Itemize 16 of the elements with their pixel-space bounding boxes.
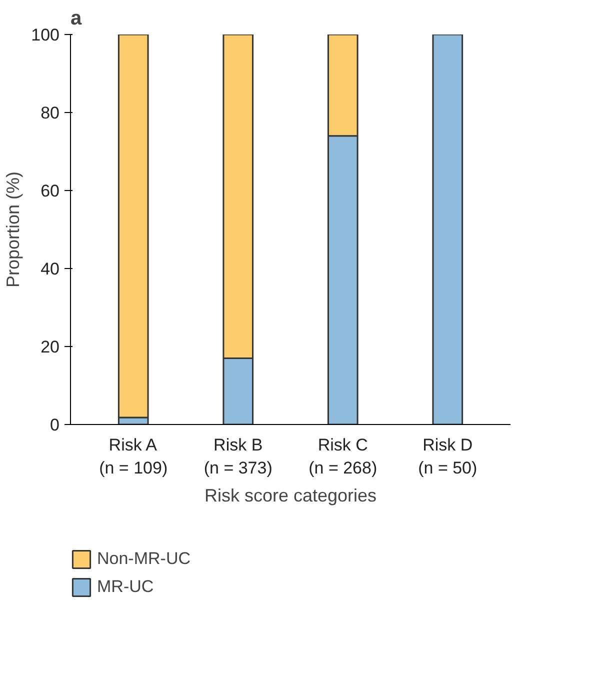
x-tick-label: Risk D (n = 50) bbox=[418, 436, 478, 478]
y-tick-label: 100 bbox=[31, 26, 60, 44]
y-tick-label: 0 bbox=[50, 416, 60, 434]
bar bbox=[432, 34, 464, 424]
legend-label: Non-MR-UC bbox=[97, 549, 190, 569]
x-tick-label: Risk C (n = 268) bbox=[308, 436, 378, 478]
legend-label: MR-UC bbox=[97, 577, 154, 597]
x-tick-label: Risk A (n = 109) bbox=[99, 436, 168, 478]
x-axis-title: Risk score categories bbox=[204, 485, 377, 506]
y-tick-label: 80 bbox=[40, 104, 60, 122]
y-tick-label: 20 bbox=[40, 338, 60, 356]
x-tick-label: Risk B (n = 373) bbox=[204, 436, 272, 478]
y-axis-title: Proportion (%) bbox=[3, 171, 24, 288]
y-tick-label: 60 bbox=[40, 182, 60, 200]
text: a bbox=[70, 8, 82, 30]
y-tick-label: 40 bbox=[40, 260, 60, 278]
